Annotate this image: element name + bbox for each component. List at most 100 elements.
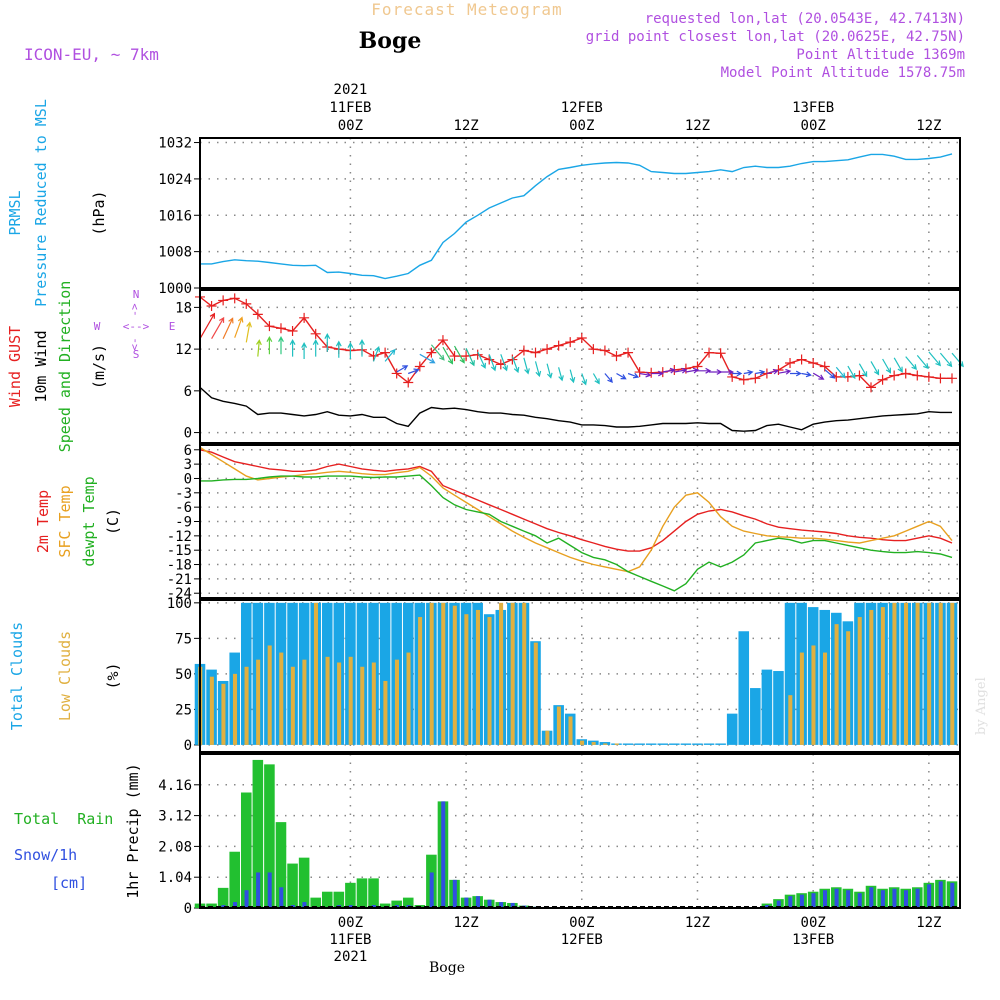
- wind-arrow: [720, 369, 735, 375]
- y-tick-label: 0: [184, 738, 192, 754]
- time-label-bottom: 12Z: [453, 915, 478, 931]
- gust-marker: [715, 348, 726, 359]
- wind-arrow: [928, 351, 942, 367]
- gust-marker: [912, 370, 923, 381]
- time-label-top: 12Z: [916, 118, 941, 134]
- bar-snow-1h: [869, 887, 874, 908]
- gust-marker: [727, 371, 738, 382]
- y-axis-label: (m/s): [90, 344, 108, 389]
- bar-total-rain: [402, 897, 414, 908]
- y-axis-label: (hPa): [90, 190, 108, 235]
- bar-total-rain: [264, 764, 275, 908]
- bar-total-clouds: [726, 713, 738, 745]
- wind-arrow: [372, 346, 380, 362]
- bar-low-clouds: [232, 673, 238, 745]
- bar-low-clouds: [209, 676, 214, 745]
- gust-marker: [252, 309, 263, 320]
- wind-arrow: [511, 356, 520, 374]
- panel-frame: [199, 137, 961, 289]
- model-altitude: Model Point Altitude 1578.75m: [721, 65, 965, 81]
- bar-snow-1h: [765, 905, 770, 908]
- chart-title: Forecast Meteogram: [371, 0, 562, 19]
- bar-low-clouds: [348, 656, 353, 745]
- y-axis-label: 1hr Precip (mm): [124, 763, 142, 898]
- bar-snow-1h: [823, 890, 828, 908]
- gust-marker: [380, 347, 391, 358]
- wind-arrow: [419, 353, 436, 364]
- bar-low-clouds: [337, 662, 342, 745]
- bar-low-clouds: [383, 680, 388, 745]
- wind-arrow: [766, 368, 779, 375]
- bar-snow-1h: [221, 905, 226, 908]
- time-label-top: 2021: [334, 82, 368, 98]
- bar-snow-1h: [256, 872, 261, 908]
- gust-marker: [785, 358, 796, 369]
- wind-arrow: [396, 365, 409, 373]
- bar-low-clouds: [464, 614, 469, 745]
- wind-arrow: [858, 363, 868, 378]
- y-tick-label: 4.16: [158, 778, 192, 794]
- bar-low-clouds: [892, 602, 897, 745]
- wind-arrow: [301, 342, 308, 359]
- bar-low-clouds: [499, 602, 504, 745]
- bar-snow-1h: [452, 879, 457, 908]
- gust-marker: [530, 347, 541, 358]
- wind-arrow: [465, 348, 475, 367]
- y-tick-label: 1024: [158, 172, 192, 188]
- wind-arrow: [500, 354, 508, 372]
- compass-n: N: [133, 288, 140, 301]
- gust-marker: [426, 347, 437, 358]
- y-axis-label: PRMSL: [6, 190, 24, 235]
- wind-arrow: [755, 369, 766, 376]
- wind-arrow: [199, 312, 216, 339]
- wind-arrow: [651, 370, 664, 377]
- wind-arrow: [616, 372, 627, 380]
- bar-snow-1h: [232, 902, 238, 908]
- bar-total-rain: [333, 891, 345, 908]
- time-label-top: 12Z: [453, 118, 478, 134]
- gust-marker: [449, 351, 460, 362]
- compass-e: E: [169, 320, 176, 333]
- gust-marker: [935, 373, 946, 384]
- bar-low-clouds: [603, 743, 608, 745]
- y-tick-label: -12: [167, 529, 192, 545]
- series-dewpt-temp: [200, 474, 953, 592]
- y-tick-label: 1000: [158, 281, 192, 297]
- bar-total-clouds: [634, 743, 645, 745]
- bar-low-clouds: [452, 605, 457, 745]
- bar-total-rain: [206, 903, 217, 908]
- gust-marker: [923, 371, 934, 382]
- bar-total-clouds: [680, 743, 692, 745]
- wind-arrow: [581, 373, 588, 386]
- time-label-bottom: 2021: [334, 949, 368, 965]
- compass-s: S: [133, 348, 140, 361]
- wind-arrow: [778, 368, 792, 375]
- bar-total-rain: [391, 900, 402, 908]
- wind-arrow: [256, 339, 262, 357]
- series-sfc-temp: [199, 446, 953, 573]
- gust-marker: [947, 373, 957, 384]
- y-axis-label: Total Clouds: [8, 622, 26, 730]
- y-tick-label: 6: [184, 384, 192, 400]
- gust-marker: [275, 323, 286, 334]
- y-tick-label: 1032: [158, 136, 192, 152]
- bar-total-rain: [321, 891, 333, 908]
- bar-snow-1h: [927, 884, 932, 908]
- gust-marker: [634, 367, 645, 378]
- wind-arrow: [592, 373, 600, 385]
- y-axis-label: (C): [104, 508, 122, 535]
- wind-arrow: [335, 340, 342, 358]
- wind-arrow: [951, 352, 964, 368]
- bar-total-clouds: [761, 669, 773, 745]
- y-axis-label: Wind GUST: [6, 326, 24, 407]
- gust-marker: [310, 328, 321, 339]
- wind-arrow: [222, 317, 234, 339]
- bar-low-clouds: [938, 602, 943, 745]
- series-10m-wind: [199, 386, 952, 432]
- bar-total-clouds: [715, 743, 726, 745]
- panel-precip: 0 1.04 2.08 3.12 4.16 1hr Precip (mm): [124, 753, 961, 917]
- bar-snow-1h: [441, 801, 446, 908]
- bar-snow-1h: [776, 900, 781, 908]
- y-axis-label: 10m Wind: [32, 330, 50, 402]
- bar-snow-1h: [788, 896, 793, 908]
